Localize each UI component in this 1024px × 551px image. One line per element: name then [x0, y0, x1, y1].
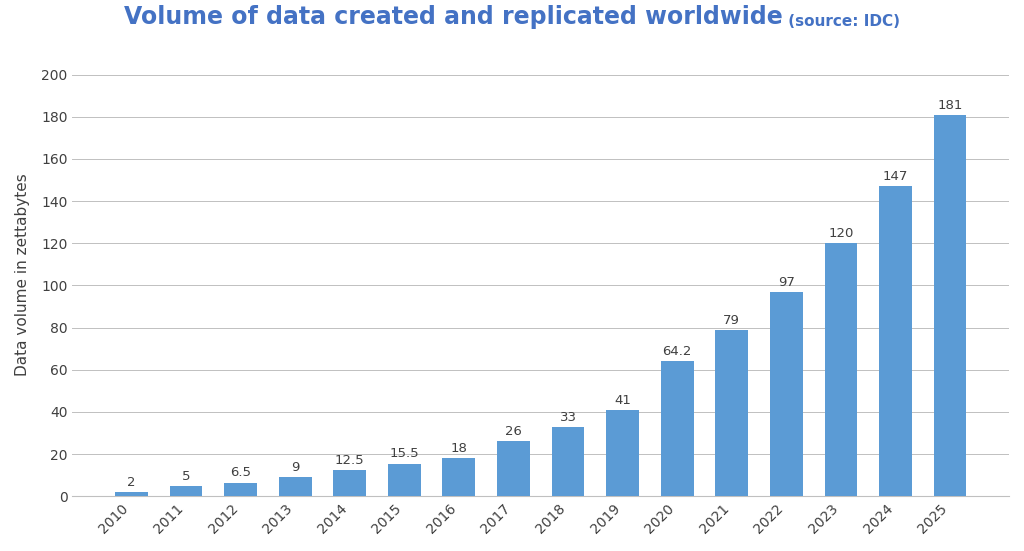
Text: 12.5: 12.5 [335, 454, 365, 467]
Bar [770, 292, 803, 496]
Text: 2: 2 [127, 476, 135, 489]
Bar [497, 441, 529, 496]
Text: 18: 18 [451, 442, 467, 455]
Text: 15.5: 15.5 [389, 447, 419, 461]
Text: 6.5: 6.5 [230, 467, 251, 479]
Bar [115, 492, 147, 496]
Bar [279, 477, 311, 496]
Bar [716, 329, 749, 496]
Text: (source: IDC): (source: IDC) [783, 14, 900, 29]
Text: 5: 5 [181, 469, 190, 483]
Bar [606, 410, 639, 496]
Text: 79: 79 [723, 314, 740, 327]
Text: 26: 26 [505, 425, 522, 439]
Bar [224, 483, 257, 496]
Bar [334, 470, 367, 496]
Text: 97: 97 [778, 276, 795, 289]
Text: 9: 9 [291, 461, 299, 474]
Bar [442, 458, 475, 496]
Text: Volume of data created and replicated worldwide: Volume of data created and replicated wo… [124, 5, 783, 29]
Bar [880, 186, 911, 496]
Bar [660, 361, 693, 496]
Text: 147: 147 [883, 170, 908, 183]
Text: 120: 120 [828, 227, 854, 240]
Text: 33: 33 [559, 410, 577, 424]
Bar [824, 244, 857, 496]
Bar [388, 463, 421, 496]
Text: 181: 181 [937, 99, 963, 111]
Bar [170, 486, 203, 496]
Y-axis label: Data volume in zettabytes: Data volume in zettabytes [15, 174, 30, 376]
Bar [552, 426, 585, 496]
Bar [934, 115, 967, 496]
Text: 41: 41 [614, 394, 631, 407]
Text: 64.2: 64.2 [663, 345, 692, 358]
